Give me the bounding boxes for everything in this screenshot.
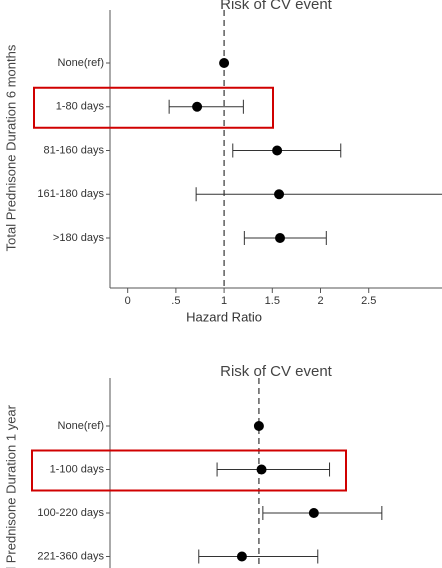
highlight-box: [33, 86, 274, 129]
point: [236, 551, 247, 562]
y-tick-label: 100-220 days: [37, 507, 104, 519]
chart-title: Risk of CV event: [220, 363, 333, 380]
y-axis-label: Total Prednisone Duration 6 months: [3, 44, 18, 251]
point: [308, 508, 319, 518]
x-tick-label: 1: [221, 295, 227, 307]
x-tick-label: 2.5: [361, 295, 376, 307]
y-tick-label: 1-80 days: [56, 101, 105, 113]
x-tick-label: 0: [125, 295, 131, 307]
y-tick-label: 221-360 days: [37, 550, 104, 562]
x-tick-label: 2: [317, 295, 323, 307]
point: [272, 145, 283, 156]
x-axis-label: Hazard Ratio: [186, 309, 262, 324]
highlight-box: [31, 449, 347, 492]
point: [219, 58, 230, 68]
y-tick-label: >180 days: [53, 232, 105, 244]
x-tick-label: 1.5: [265, 295, 280, 307]
x-tick-label: .5: [171, 295, 180, 307]
y-tick-label: 81-160 days: [43, 144, 104, 156]
point: [253, 421, 264, 431]
y-tick-label: None(ref): [58, 420, 104, 432]
y-tick-label: 161-180 days: [37, 188, 104, 200]
point: [192, 101, 203, 112]
y-axis-label: Total Prednisone Duration 1 year: [3, 404, 18, 568]
point: [275, 233, 286, 243]
point: [274, 189, 285, 200]
point: [256, 464, 267, 475]
chart-title: Risk of CV event: [220, 0, 333, 13]
y-tick-label: None(ref): [58, 57, 104, 69]
y-tick-label: 1-100 days: [50, 463, 105, 475]
